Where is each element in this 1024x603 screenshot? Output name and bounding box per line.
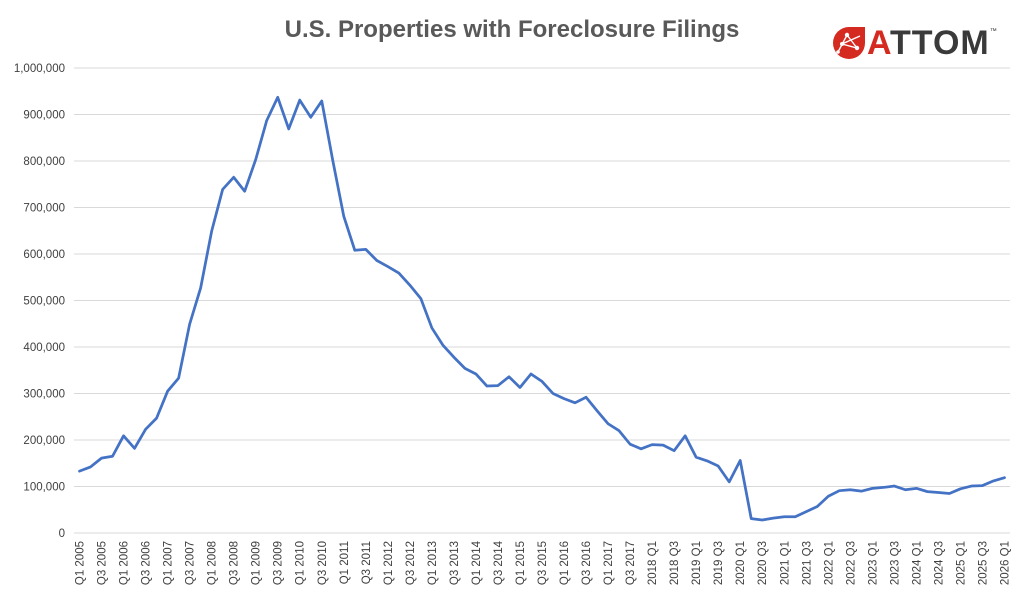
x-tick-label: 2024 Q1 [911,541,923,585]
x-tick-label: 2020 Q1 [735,541,747,585]
x-tick-label: 2021 Q1 [779,541,791,585]
x-tick-label: 2020 Q3 [757,541,769,585]
x-tick-label: Q1 2017 [603,541,615,585]
x-tick-label: Q3 2009 [273,541,285,585]
chart-title: U.S. Properties with Foreclosure Filings [284,16,740,43]
x-tick-label: 2018 Q3 [669,541,681,585]
x-tick-label: Q1 2016 [559,541,571,585]
logo-letters-rest: TTOM [890,24,990,62]
x-tick-label: Q3 2013 [449,541,461,585]
x-tick-label: Q1 2014 [471,540,483,585]
x-tick-label: Q3 2010 [317,541,329,585]
x-tick-label: Q1 2008 [207,541,219,585]
y-tick-label: 100,000 [23,482,65,494]
logo-letter-a: A [867,24,891,62]
x-tick-label: 2019 Q3 [713,541,725,585]
x-tick-label: Q1 2007 [163,541,175,585]
x-tick-label: Q1 2012 [383,541,395,585]
x-tick-label: Q3 2008 [229,541,241,585]
y-tick-label: 600,000 [23,249,65,261]
x-tick-label: Q1 2013 [427,541,439,585]
x-tick-label: Q3 2011 [361,541,373,584]
x-tick-label: 2023 Q3 [889,541,901,585]
logo-trademark: ™ [989,28,997,35]
x-tick-label: Q3 2007 [185,541,197,585]
x-tick-label: 2022 Q3 [845,541,857,585]
x-tick-label: Q3 2017 [625,541,637,585]
x-tick-label: 2025 Q1 [955,541,967,585]
x-tick-label: Q3 2006 [141,541,153,585]
attom-logo: ATTOM ™ [832,24,997,62]
x-tick-label: Q3 2005 [97,541,109,585]
x-axis-tick-labels: Q1 2005 Q3 2005 Q1 2006 Q3 2006 Q1 2007 Q3 20… [75,540,1012,585]
x-tick-label: Q1 2011 [339,541,351,584]
series-line [78,95,1006,522]
y-tick-label: 200,000 [23,435,65,447]
x-tick-label: Q1 2005 [75,541,87,585]
y-tick-label: 800,000 [23,156,65,168]
x-tick-label: 2022 Q1 [823,541,835,585]
x-tick-label: Q3 2015 [537,541,549,585]
attom-logo-wordmark: ATTOM [867,26,990,60]
y-tick-label: 900,000 [23,110,65,122]
gridlines [74,67,1010,487]
x-tick-label: 2021 Q3 [801,541,813,585]
y-axis-tick-labels: 0 100,000 200,000 300,000 400,000 500,000 600,… [14,63,65,540]
attom-logo-mark-icon [833,27,865,59]
x-tick-label: Q1 2015 [515,541,527,585]
x-tick-label: Q3 2014 [493,540,505,585]
x-tick-label: 2024 Q3 [933,541,945,585]
x-tick-label: Q3 2012 [405,541,417,585]
x-tick-label: 2023 Q1 [867,541,879,585]
x-tick-label: Q3 2016 [581,541,593,585]
y-tick-label: 700,000 [23,203,65,215]
y-tick-label: 300,000 [23,389,65,401]
x-tick-label: Q1 2009 [251,541,263,585]
x-tick-label: Q1 2010 [295,541,307,585]
series-layer [78,95,1006,522]
x-tick-label: Q1 2006 [119,541,131,585]
x-tick-label: 2018 Q1 [647,541,659,585]
y-tick-label: 500,000 [23,296,65,308]
y-tick-label: 1,000,000 [14,63,65,75]
x-tick-label: 2025 Q3 [977,541,989,585]
x-tick-label: 2026 Q1 [999,541,1011,585]
x-tick-label: 2019 Q1 [691,541,703,585]
y-tick-label: 0 [59,528,65,540]
y-tick-label: 400,000 [23,342,65,354]
